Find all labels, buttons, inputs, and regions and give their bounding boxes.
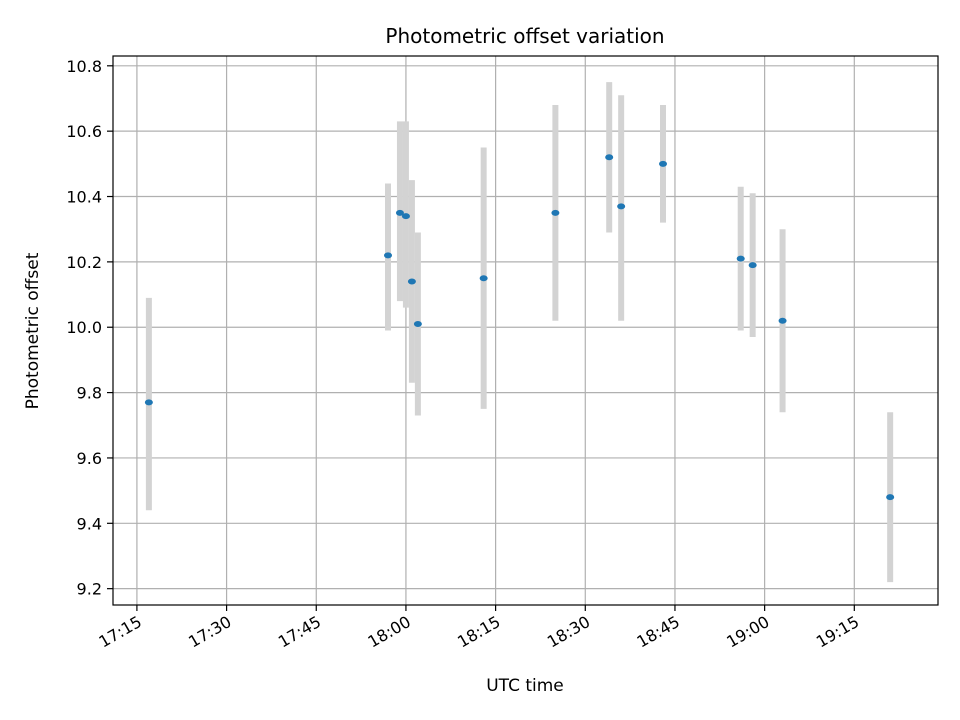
data-points: [144, 154, 895, 501]
x-axis-title: UTC time: [486, 676, 564, 696]
y-tick-label: 10.4: [66, 188, 102, 207]
y-tick-label: 9.2: [77, 580, 102, 599]
data-point: [736, 255, 745, 262]
y-tick-label: 9.6: [77, 449, 102, 468]
y-tick-label: 10.2: [66, 253, 102, 272]
y-tick-label: 10.8: [66, 57, 102, 76]
grid: [113, 56, 938, 605]
plot-frame: [112, 55, 939, 606]
data-point: [748, 262, 757, 269]
data-point: [395, 209, 404, 216]
y-tick-label: 10.0: [66, 318, 102, 337]
data-point: [659, 160, 667, 167]
data-point: [551, 209, 560, 216]
y-axis-ticks: 9.2 9.4 9.6 9.8 10.0 10.2 10.4 10.6 10.8: [66, 57, 113, 599]
data-point: [144, 399, 153, 406]
data-point: [605, 154, 614, 161]
y-tick-label: 10.6: [66, 122, 102, 141]
chart-title: Photometric offset variation: [385, 24, 664, 48]
data-point: [401, 213, 410, 220]
data-point: [479, 275, 488, 282]
y-tick-label: 9.8: [77, 384, 102, 403]
data-point: [778, 317, 787, 324]
data-point: [617, 203, 626, 210]
data-point: [407, 278, 416, 285]
data-point: [384, 252, 392, 259]
y-tick-label: 9.4: [77, 514, 102, 533]
data-point: [886, 494, 895, 501]
y-axis-title: Photometric offset: [23, 252, 43, 409]
data-point: [413, 320, 422, 327]
